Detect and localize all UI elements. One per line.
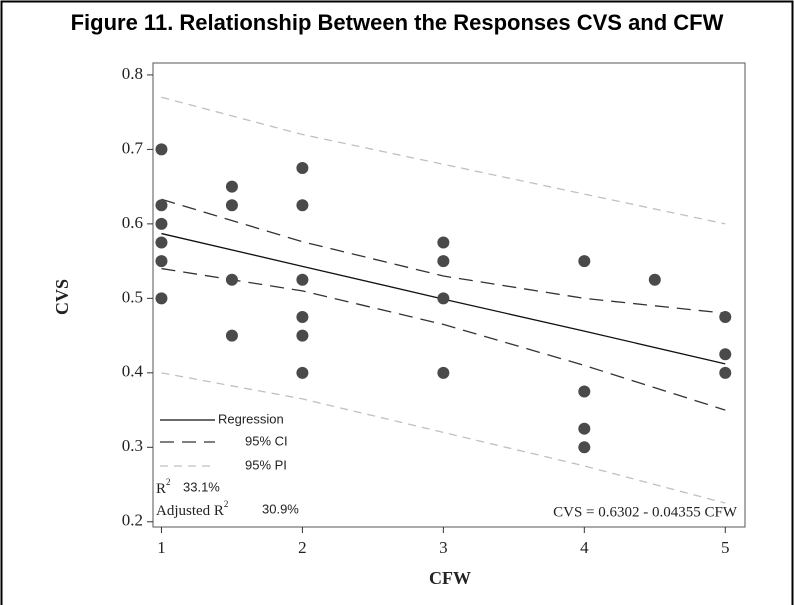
point [578, 385, 591, 398]
y-tick-label: 0.7 [122, 138, 144, 157]
point [578, 441, 591, 454]
y-tick-label: 0.8 [122, 64, 143, 83]
point [296, 310, 309, 323]
adjusted-r-squared-sup: 2 [224, 499, 229, 509]
fit-line [161, 372, 726, 504]
x-axis-title: CFW [429, 568, 471, 588]
point [155, 143, 168, 156]
point [437, 366, 450, 379]
plot-frame [152, 62, 746, 528]
legend-label: 95% CI [245, 433, 288, 448]
point [296, 366, 309, 379]
adjusted-r-squared-label: Adjusted R [156, 503, 224, 519]
y-tick-label: 0.6 [122, 213, 143, 232]
point [225, 273, 238, 286]
point [648, 273, 661, 286]
chart-title: Figure 11. Relationship Between the Resp… [71, 10, 724, 35]
y-axis-title: CVS [52, 279, 72, 315]
point [225, 180, 238, 193]
x-tick-label: 5 [721, 538, 730, 557]
point [437, 236, 450, 249]
y-tick-label: 0.2 [122, 511, 143, 530]
y-tick-label: 0.4 [122, 362, 144, 381]
r-squared-value: 33.1% [183, 479, 220, 494]
adjusted-r-squared-value: 30.9% [262, 501, 299, 516]
point [155, 236, 168, 249]
point [719, 348, 732, 361]
fit-line [161, 198, 726, 314]
point [155, 292, 168, 305]
point [296, 273, 309, 286]
r-squared-label: R [156, 481, 166, 497]
legend-label: Regression [218, 411, 284, 426]
x-tick-label: 4 [580, 538, 589, 557]
point [296, 162, 309, 175]
x-tick-label: 1 [157, 538, 166, 557]
y-tick-label: 0.5 [122, 287, 143, 306]
point [155, 217, 168, 230]
point [155, 199, 168, 212]
point [225, 199, 238, 212]
equation: CVS = 0.6302 - 0.04355 CFW [553, 504, 738, 520]
point [437, 292, 450, 305]
x-tick-label: 2 [298, 538, 307, 557]
point [437, 255, 450, 268]
r-squared: R2 [156, 477, 171, 497]
point [155, 255, 168, 268]
fit-line [161, 267, 726, 411]
adjusted-r-squared: Adjusted R2 [156, 499, 228, 519]
point [578, 255, 591, 268]
x-tick-label: 3 [439, 538, 448, 557]
fit-line [161, 96, 726, 225]
point [225, 329, 238, 342]
point [719, 366, 732, 379]
point [719, 310, 732, 323]
r-squared-sup: 2 [166, 477, 171, 487]
point [296, 329, 309, 342]
point [296, 199, 309, 212]
legend-label: 95% PI [245, 457, 287, 472]
y-tick-label: 0.3 [122, 436, 143, 455]
point [578, 422, 591, 435]
